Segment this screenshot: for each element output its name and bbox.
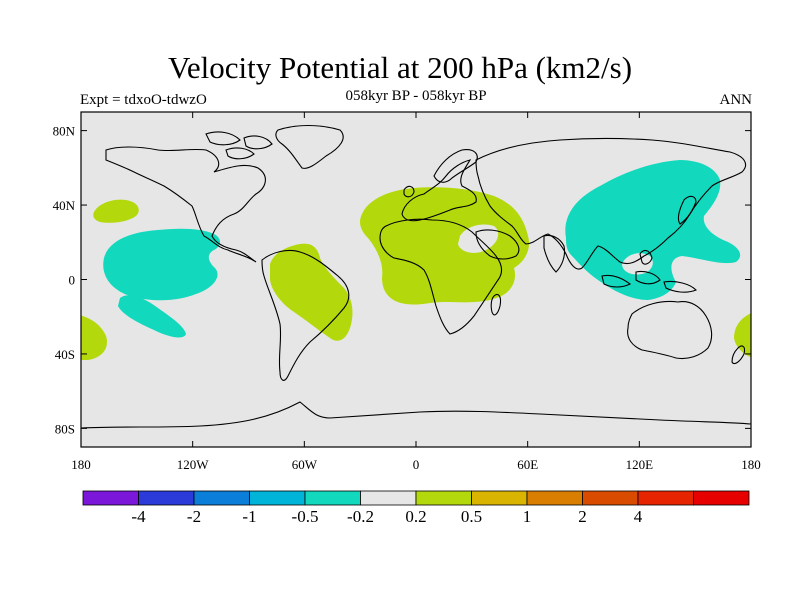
lon-tick-label: 180	[71, 457, 91, 472]
coast-north-america	[105, 146, 266, 263]
colorbar-swatch	[138, 490, 195, 506]
coast-madagascar	[490, 293, 502, 316]
lon-tick-label: 120W	[177, 457, 210, 472]
lat-tick-label: 80N	[53, 124, 76, 139]
coast-asia	[475, 137, 747, 270]
season-label: ANN	[719, 92, 753, 108]
colorbar-swatch	[82, 490, 139, 506]
colorbar-swatch	[304, 490, 361, 506]
contour-region-south-america	[270, 243, 353, 341]
coast-india	[543, 234, 566, 273]
contour-region-pacific-ne	[103, 228, 220, 301]
subtitle-label: 058kyr BP - 058kyr BP	[345, 88, 487, 104]
coast-british-isles	[403, 185, 415, 198]
coast-africa	[379, 218, 503, 335]
colorbar-swatch	[415, 490, 472, 506]
lon-tick-label: 60E	[517, 457, 538, 472]
colorbar-swatch	[360, 490, 417, 506]
colorbar-swatch	[693, 490, 750, 506]
lat-tick-label: 40N	[53, 198, 76, 213]
colorbar	[82, 490, 750, 506]
colorbar-label: -2	[187, 507, 201, 526]
colorbar-labels: -4 -2 -1 -0.5 -0.2 0.2 0.5 1 2 4	[131, 507, 642, 526]
map-title: Velocity Potential at 200 hPa (km2/s)	[167, 50, 633, 85]
coast-antarctica	[81, 401, 751, 429]
contour-region-north-pacific-small	[93, 199, 139, 223]
colorbar-label: 2	[578, 507, 587, 526]
colorbar-label: -1	[242, 507, 256, 526]
contour-region-africa-mideast	[360, 187, 530, 305]
colorbar-label: 0.5	[461, 507, 482, 526]
colorbar-label: -0.5	[292, 507, 319, 526]
contour-region-pacific-se	[118, 295, 186, 338]
coast-japan	[677, 195, 697, 225]
coast-australia	[627, 300, 713, 360]
experiment-label: Expt = tdxoO-tdwzO	[80, 92, 207, 108]
lon-tick-label: 180	[741, 457, 761, 472]
coast-arabia	[475, 229, 520, 260]
coastlines	[81, 124, 751, 429]
colorbar-label: -4	[131, 507, 146, 526]
lat-tick-label: 80S	[55, 421, 75, 436]
colorbar-label: -0.2	[347, 507, 374, 526]
colorbar-swatch	[637, 490, 694, 506]
coast-indonesia	[601, 249, 697, 293]
colorbar-label: 4	[634, 507, 643, 526]
contour-fills	[81, 160, 751, 360]
colorbar-swatch	[471, 490, 528, 506]
contour-gap-arabia	[458, 224, 499, 253]
coast-europe	[401, 159, 477, 222]
contour-region-south-pacific-east-edge	[734, 313, 751, 358]
colorbar-label: 0.2	[405, 507, 426, 526]
coast-arctic-islands	[205, 131, 273, 160]
contour-region-asia-west-pacific	[565, 160, 741, 300]
lon-tick-label: 120E	[626, 457, 654, 472]
lat-tick-label: 40S	[55, 347, 75, 362]
coast-new-zealand	[731, 345, 746, 365]
coast-greenland	[275, 124, 344, 169]
axis-labels: 180 120W 60W 0 60E 120E 180 80N 40N 0 40S 80S	[53, 124, 761, 472]
contour-region-south-pacific-west-edge	[81, 315, 107, 360]
lon-tick-label: 60W	[292, 457, 318, 472]
colorbar-swatch	[526, 490, 583, 506]
colorbar-swatch	[249, 490, 306, 506]
colorbar-swatch	[582, 490, 639, 506]
lat-tick-label: 0	[69, 273, 76, 288]
colorbar-label: 1	[523, 507, 532, 526]
axis-ticks	[80, 112, 752, 447]
contour-gap-south-china-sea	[622, 253, 653, 275]
colorbar-swatch	[193, 490, 250, 506]
lon-tick-label: 0	[413, 457, 420, 472]
coast-south-america	[261, 249, 350, 381]
